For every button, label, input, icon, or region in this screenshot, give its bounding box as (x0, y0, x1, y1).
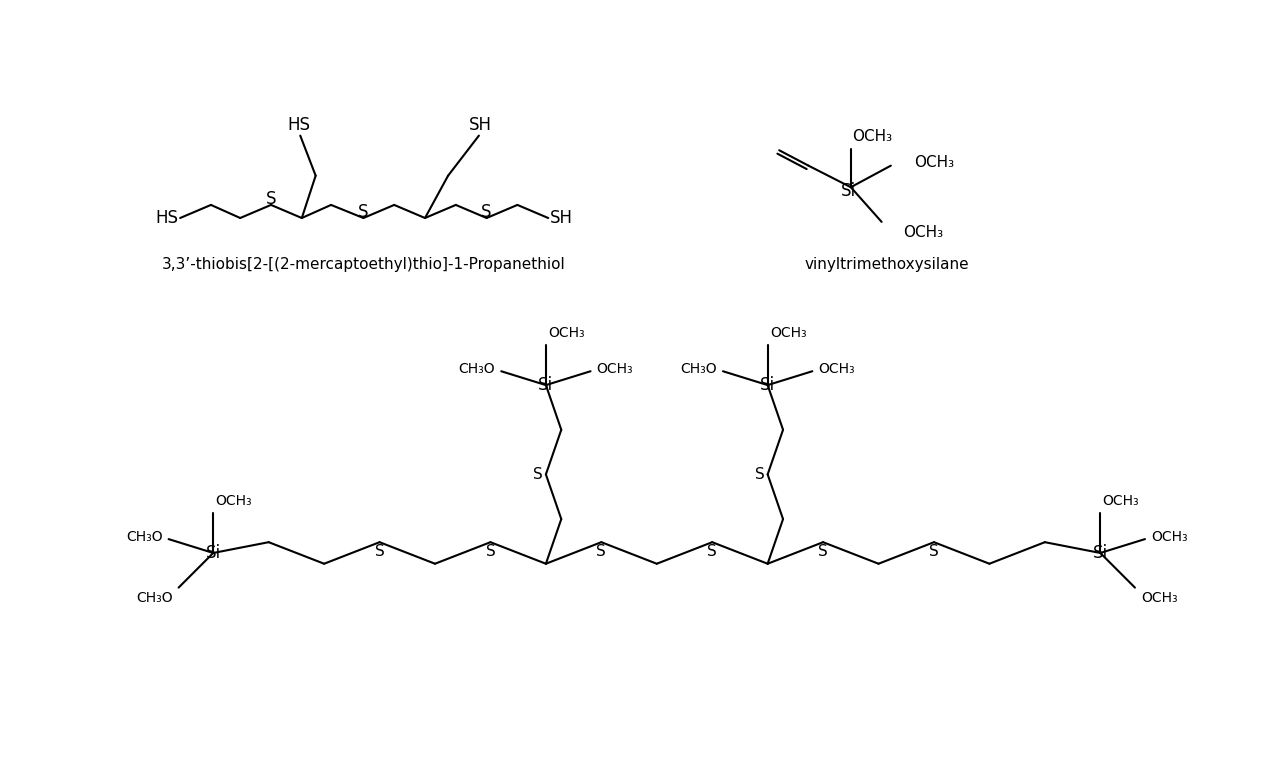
Text: S: S (375, 544, 384, 559)
Text: S: S (929, 544, 938, 559)
Text: OCH₃: OCH₃ (215, 493, 252, 508)
Text: S: S (485, 544, 495, 559)
Text: S: S (266, 190, 276, 208)
Text: OCH₃: OCH₃ (904, 225, 943, 240)
Text: S: S (481, 203, 492, 221)
Text: Si: Si (539, 376, 553, 394)
Text: vinyltrimethoxysilane: vinyltrimethoxysilane (805, 257, 969, 271)
Text: S: S (534, 467, 543, 482)
Text: OCH₃: OCH₃ (1140, 591, 1178, 606)
Text: OCH₃: OCH₃ (771, 326, 806, 340)
Text: Si: Si (760, 376, 776, 394)
Text: OCH₃: OCH₃ (548, 326, 585, 340)
Text: OCH₃: OCH₃ (914, 155, 954, 170)
Text: CH₃O: CH₃O (680, 362, 717, 376)
Text: CH₃O: CH₃O (458, 362, 495, 376)
Text: OCH₃: OCH₃ (1102, 493, 1139, 508)
Text: SH: SH (468, 116, 492, 134)
Text: HS: HS (287, 116, 310, 134)
Text: Si: Si (1093, 544, 1108, 562)
Text: SH: SH (549, 209, 572, 227)
Text: S: S (708, 544, 717, 559)
Text: S: S (358, 203, 369, 221)
Text: 3,3’-thiobis[2-[(2-mercaptoethyl)thio]-1-Propanethiol: 3,3’-thiobis[2-[(2-mercaptoethyl)thio]-1… (161, 257, 566, 271)
Text: OCH₃: OCH₃ (818, 362, 855, 376)
Text: OCH₃: OCH₃ (596, 362, 634, 376)
Text: Si: Si (206, 544, 221, 562)
Text: CH₃O: CH₃O (125, 530, 163, 543)
Text: Si: Si (841, 182, 856, 200)
Text: OCH₃: OCH₃ (852, 129, 892, 144)
Text: HS: HS (156, 209, 179, 227)
Text: S: S (596, 544, 607, 559)
Text: S: S (818, 544, 828, 559)
Text: CH₃O: CH₃O (136, 591, 173, 606)
Text: S: S (755, 467, 765, 482)
Text: OCH₃: OCH₃ (1151, 530, 1188, 543)
